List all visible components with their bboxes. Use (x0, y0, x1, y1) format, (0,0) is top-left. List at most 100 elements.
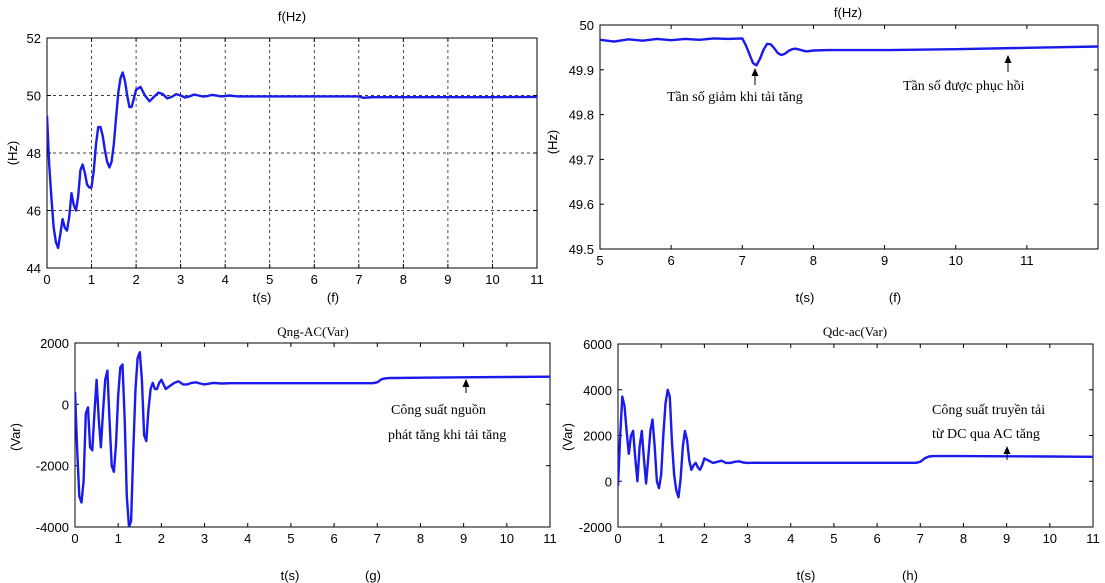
y-tick-label: 49.7 (569, 152, 594, 167)
y-tick-label: -4000 (36, 520, 69, 535)
y-axis-label: (Hz) (545, 130, 560, 155)
y-tick-label: 48 (27, 146, 41, 161)
panel-label: (f) (889, 290, 901, 305)
x-tick-label: 0 (71, 531, 78, 546)
x-tick-label: 10 (485, 272, 499, 287)
series-line (618, 388, 1093, 499)
y-axis-label: (Var) (8, 423, 23, 451)
x-tick-label: 1 (115, 531, 122, 546)
y-tick-label: 0 (605, 474, 612, 489)
y-tick-label: 49.9 (569, 63, 594, 78)
y-tick-label: 49.8 (569, 108, 594, 123)
x-tick-label: 10 (500, 531, 514, 546)
x-tick-label: 2 (701, 531, 708, 546)
annotation-text: Tần số được phục hồi (903, 79, 1025, 94)
y-tick-label: 52 (27, 31, 41, 46)
y-axis-label: (Hz) (5, 141, 20, 166)
x-tick-label: 7 (355, 272, 362, 287)
annotation-arrowhead (1004, 55, 1012, 63)
y-tick-label: 2000 (583, 429, 612, 444)
chart-c: 0 1 2 3 4 5 6 7 8 9 10 11 -4000 -2000 0 2000 Qng-AC(Var)… (8, 324, 557, 583)
annotation-text: phát tăng khi tải tăng (388, 428, 506, 443)
series-line (75, 351, 550, 527)
x-tick-label: 9 (881, 253, 888, 268)
x-tick-label: 5 (266, 272, 273, 287)
x-tick-label: 4 (222, 272, 229, 287)
chart-title: Qng-AC(Var) (277, 324, 348, 339)
x-tick-label: 5 (596, 253, 603, 268)
x-tick-label: 0 (43, 272, 50, 287)
x-tick-label: 10 (1043, 531, 1057, 546)
plot-area (617, 343, 1094, 528)
x-tick-label: 3 (744, 531, 751, 546)
y-tick-label: 6000 (583, 337, 612, 352)
x-tick-label: 11 (543, 531, 557, 546)
x-tick-label: 5 (830, 531, 837, 546)
x-tick-label: 3 (177, 272, 184, 287)
x-axis-label: t(s) (797, 568, 816, 583)
plot-area (599, 24, 1099, 250)
x-tick-label: 10 (948, 253, 962, 268)
x-tick-label: 8 (810, 253, 817, 268)
y-tick-label: 2000 (40, 336, 69, 351)
series-line (47, 71, 537, 250)
y-tick-label: -2000 (579, 520, 612, 535)
x-tick-label: 11 (530, 272, 544, 287)
x-tick-label: 3 (201, 531, 208, 546)
x-tick-label: 9 (460, 531, 467, 546)
x-tick-label: 9 (444, 272, 451, 287)
annotation-text: Công suất nguồn (391, 403, 486, 418)
x-tick-label: 7 (739, 253, 746, 268)
chart-title: Qdc-ac(Var) (823, 324, 887, 339)
x-axis-label: t(s) (796, 290, 815, 305)
x-tick-label: 8 (400, 272, 407, 287)
panel-label: (h) (902, 568, 918, 583)
x-axis-label: t(s) (253, 290, 272, 305)
y-tick-label: 49.5 (569, 242, 594, 257)
annotation-arrowhead (462, 379, 470, 387)
x-tick-label: 5 (287, 531, 294, 546)
annotation-text: từ DC qua AC tăng (932, 427, 1040, 442)
annotation-arrowhead (751, 68, 759, 76)
x-tick-label: 7 (917, 531, 924, 546)
y-tick-label: 46 (27, 204, 41, 219)
y-tick-label: 0 (62, 397, 69, 412)
x-tick-label: 11 (1020, 253, 1034, 268)
x-tick-label: 2 (132, 272, 139, 287)
x-tick-label: 9 (1003, 531, 1010, 546)
x-tick-label: 2 (158, 531, 165, 546)
y-tick-label: 44 (27, 261, 41, 276)
x-tick-label: 7 (374, 531, 381, 546)
annotation-text: Tần số giảm khi tải tăng (667, 90, 803, 105)
chart-title: f(Hz) (834, 5, 862, 20)
annotation-text: Công suất truyền tải (932, 403, 1045, 418)
panel-label: (g) (365, 568, 381, 583)
chart-b: 5 6 7 8 9 10 11 49.5 49.6 49.7 49.8 49.9 50 f(Hz) (Hz)… (545, 5, 1099, 305)
y-tick-label: -2000 (36, 459, 69, 474)
x-tick-label: 6 (873, 531, 880, 546)
chart-d: 0 1 2 3 4 5 6 7 8 9 10 11-20000200040006000Qdc-ac(V… (560, 324, 1100, 583)
x-tick-label: 1 (88, 272, 95, 287)
x-tick-label: 0 (614, 531, 621, 546)
x-tick-label: 11 (1086, 531, 1100, 546)
y-axis-label: (Var) (560, 423, 575, 451)
chart-a: 0 1 2 3 4 5 6 7 8 9 10 11 44 46 48 50 52 f(Hz) (Hz) t(s) (f) (5, 9, 544, 305)
x-tick-label: 6 (311, 272, 318, 287)
x-tick-label: 8 (960, 531, 967, 546)
x-tick-label: 8 (417, 531, 424, 546)
plot-area (74, 342, 551, 528)
y-tick-label: 50 (27, 89, 41, 104)
panel-label: (f) (327, 290, 339, 305)
x-tick-label: 1 (658, 531, 665, 546)
y-tick-label: 4000 (583, 383, 612, 398)
x-tick-label: 4 (787, 531, 794, 546)
x-tick-label: 6 (330, 531, 337, 546)
y-tick-label: 49.6 (569, 197, 594, 212)
x-tick-label: 4 (244, 531, 251, 546)
y-tick-label: 50 (580, 18, 594, 33)
x-axis-label: t(s) (281, 568, 300, 583)
annotation-arrowhead (1003, 446, 1011, 454)
series-line (600, 37, 1098, 67)
chart-title: f(Hz) (278, 9, 306, 24)
